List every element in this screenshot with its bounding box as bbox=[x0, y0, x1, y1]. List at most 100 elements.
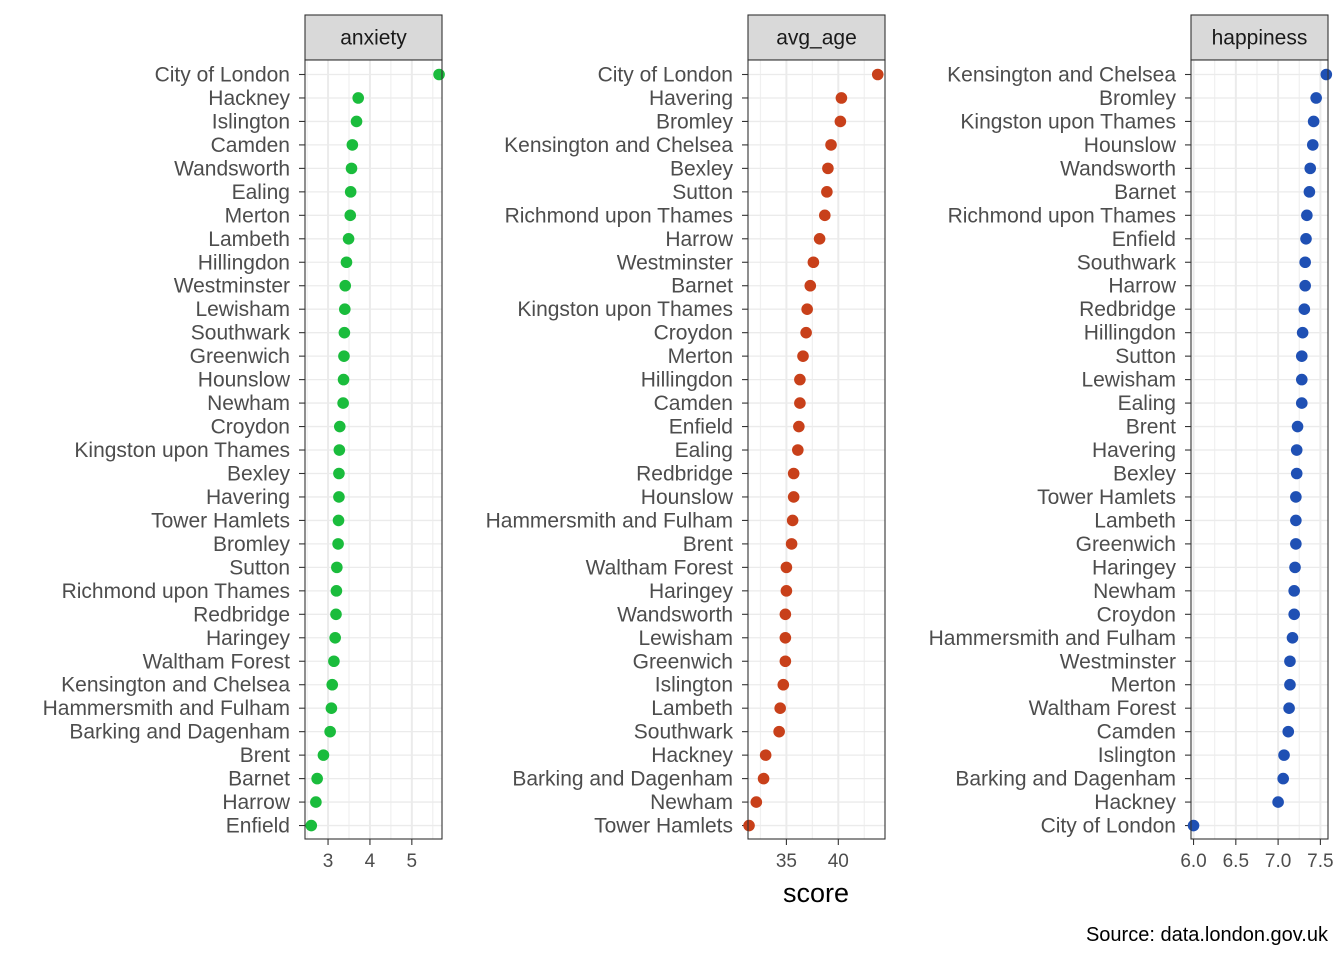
category-label: Lambeth bbox=[208, 228, 290, 251]
category-label: Westminster bbox=[617, 251, 733, 274]
category-label: Tower Hamlets bbox=[1037, 486, 1176, 509]
data-point bbox=[1278, 749, 1290, 761]
category-label: Hillingdon bbox=[198, 251, 290, 274]
category-label: Lewisham bbox=[638, 627, 733, 650]
category-label: Havering bbox=[1092, 439, 1176, 462]
data-point bbox=[1288, 608, 1300, 621]
data-point bbox=[331, 561, 343, 574]
source-caption: Source: data.london.gov.uk bbox=[1086, 924, 1329, 946]
data-point bbox=[1307, 115, 1320, 128]
category-label: Lambeth bbox=[651, 697, 733, 720]
data-point bbox=[780, 561, 793, 574]
data-point bbox=[1284, 655, 1296, 668]
data-point bbox=[834, 115, 847, 128]
facet-strip-label: avg_age bbox=[776, 27, 857, 50]
x-tick-label: 5 bbox=[407, 851, 418, 872]
category-label: Hillingdon bbox=[641, 369, 733, 392]
data-point bbox=[1282, 725, 1295, 738]
data-point bbox=[1289, 561, 1301, 574]
data-point bbox=[311, 772, 323, 785]
data-point bbox=[1284, 678, 1296, 691]
data-point bbox=[342, 232, 355, 245]
category-label: Newham bbox=[650, 791, 733, 814]
data-point bbox=[1310, 92, 1322, 104]
category-label: Barking and Dagenham bbox=[69, 721, 290, 744]
category-label: Kingston upon Thames bbox=[74, 439, 290, 462]
data-point bbox=[787, 467, 800, 480]
data-point bbox=[750, 796, 763, 808]
category-label: Hackney bbox=[1094, 791, 1176, 814]
data-point bbox=[1290, 467, 1303, 480]
data-point bbox=[1320, 68, 1333, 81]
category-label: Merton bbox=[668, 345, 733, 368]
category-label: Merton bbox=[225, 204, 290, 227]
category-label: Redbridge bbox=[636, 462, 733, 485]
category-label: Westminster bbox=[1060, 650, 1176, 673]
category-label: Bexley bbox=[227, 462, 291, 485]
data-point bbox=[807, 256, 820, 269]
data-point bbox=[777, 678, 790, 691]
data-point bbox=[822, 162, 834, 175]
category-label: Southwark bbox=[634, 721, 734, 744]
data-point bbox=[1290, 444, 1303, 456]
category-label: Haringey bbox=[649, 580, 734, 603]
x-tick-label: 3 bbox=[323, 851, 334, 872]
data-point bbox=[328, 655, 340, 668]
data-point bbox=[786, 514, 799, 527]
category-label: Wandsworth bbox=[174, 157, 290, 180]
data-point bbox=[330, 608, 342, 621]
data-point bbox=[338, 350, 350, 362]
data-point bbox=[1301, 209, 1313, 222]
category-label: Bexley bbox=[670, 157, 734, 180]
data-point bbox=[329, 631, 341, 644]
facet-strip bbox=[1190, 14, 1329, 61]
data-point bbox=[821, 186, 833, 198]
data-point bbox=[801, 303, 813, 316]
data-point bbox=[346, 139, 359, 151]
data-point bbox=[825, 139, 837, 151]
category-label: Kingston upon Thames bbox=[517, 298, 733, 321]
category-label: Richmond upon Thames bbox=[62, 580, 290, 603]
data-point bbox=[325, 702, 338, 714]
category-label: Camden bbox=[211, 134, 290, 157]
category-label: Lewisham bbox=[195, 298, 290, 321]
data-point bbox=[780, 585, 793, 597]
category-label: Camden bbox=[1097, 721, 1176, 744]
data-point bbox=[337, 373, 350, 386]
category-label: Kensington and Chelsea bbox=[947, 64, 1176, 87]
data-point bbox=[326, 678, 339, 691]
category-label: Brent bbox=[240, 744, 290, 767]
data-point bbox=[330, 585, 343, 597]
data-point bbox=[1291, 420, 1304, 433]
data-point bbox=[352, 92, 365, 104]
data-point bbox=[813, 232, 826, 245]
category-label: City of London bbox=[1041, 815, 1176, 838]
data-point bbox=[800, 326, 812, 339]
data-point bbox=[340, 256, 353, 269]
data-point bbox=[338, 326, 351, 339]
data-point bbox=[333, 420, 346, 433]
category-label: City of London bbox=[155, 64, 290, 87]
category-label: Ealing bbox=[675, 439, 733, 462]
category-label: Merton bbox=[1111, 674, 1176, 697]
category-label: Waltham Forest bbox=[143, 650, 291, 673]
data-point bbox=[779, 631, 792, 644]
category-label: Hackney bbox=[208, 87, 290, 110]
category-label: Enfield bbox=[226, 815, 290, 838]
category-label: Sutton bbox=[672, 181, 733, 204]
category-label: Tower Hamlets bbox=[151, 509, 290, 532]
category-label: Hounslow bbox=[641, 486, 734, 509]
data-point bbox=[1290, 538, 1302, 550]
category-label: Ealing bbox=[1118, 392, 1176, 415]
x-tick-label: 7.0 bbox=[1265, 851, 1291, 872]
panel-border bbox=[1190, 59, 1329, 840]
data-point bbox=[333, 491, 345, 503]
data-point bbox=[835, 92, 848, 104]
data-point bbox=[1290, 491, 1302, 503]
data-point bbox=[1283, 702, 1295, 714]
data-point bbox=[332, 538, 344, 550]
data-point bbox=[797, 350, 809, 362]
data-point bbox=[804, 279, 817, 292]
category-label: Harrow bbox=[665, 228, 734, 251]
panel-border bbox=[747, 59, 886, 840]
